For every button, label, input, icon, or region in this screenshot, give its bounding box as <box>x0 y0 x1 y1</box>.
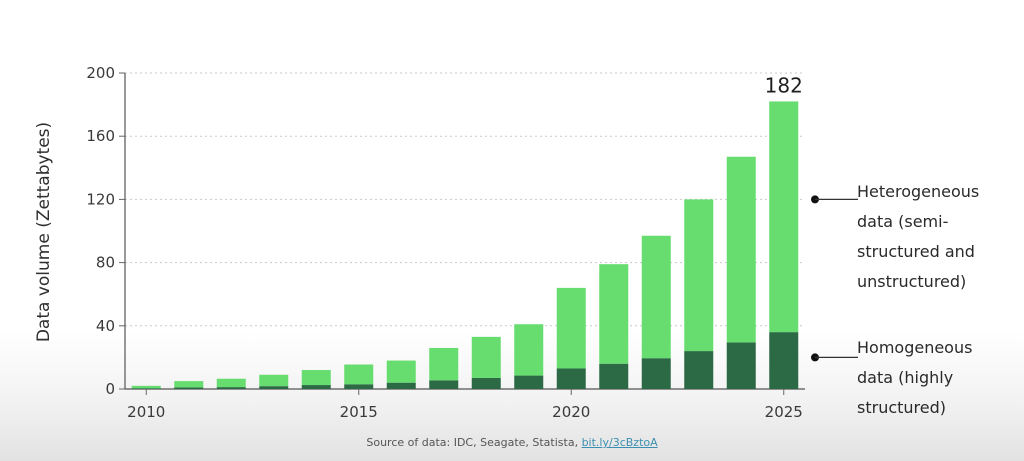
y-tick-label: 120 <box>86 190 115 208</box>
bar-segment-homogeneous <box>386 382 416 389</box>
legend-label-heterogeneous: Heterogeneous <box>857 182 979 201</box>
bar-segment-heterogeneous <box>216 378 246 388</box>
bar-segment-heterogeneous <box>471 336 501 378</box>
x-tick-label: 2010 <box>127 403 165 421</box>
y-tick-label: 40 <box>96 317 115 335</box>
bar-segment-homogeneous <box>599 363 629 389</box>
bar-segment-heterogeneous <box>684 199 714 352</box>
bar-segment-homogeneous <box>556 368 586 389</box>
bar-segment-heterogeneous <box>641 235 671 359</box>
bar-segment-homogeneous <box>301 385 331 389</box>
y-tick-label: 0 <box>105 380 115 398</box>
x-tick-label: 2015 <box>340 403 378 421</box>
legend-label-heterogeneous: unstructured) <box>857 272 966 291</box>
legend-label-heterogeneous: data (semi- <box>857 212 948 231</box>
bar-segment-heterogeneous <box>301 370 331 386</box>
legend-label-heterogeneous: structured and <box>857 242 975 261</box>
bar-segment-homogeneous <box>429 380 459 389</box>
bar-segment-heterogeneous <box>174 381 204 388</box>
bar-segment-homogeneous <box>174 387 204 389</box>
bar-segment-homogeneous <box>344 384 374 389</box>
x-tick-label: 2025 <box>765 403 803 421</box>
bar-segment-homogeneous <box>684 351 714 389</box>
bar-segment-heterogeneous <box>726 156 756 343</box>
bar-segment-heterogeneous <box>259 374 289 387</box>
bar-segment-heterogeneous <box>344 364 374 385</box>
bar-segment-homogeneous <box>131 388 161 389</box>
y-tick-label: 80 <box>96 254 115 272</box>
y-tick-label: 200 <box>86 64 115 82</box>
x-tick-label: 2020 <box>552 403 590 421</box>
bar-segment-homogeneous <box>471 377 501 389</box>
source-link[interactable]: bit.ly/3cBztoA <box>581 436 658 449</box>
legend: Heterogeneous data (semi-structured and un… <box>811 182 979 417</box>
bar-segment-homogeneous <box>769 332 799 389</box>
bar-segment-heterogeneous <box>769 101 799 333</box>
y-axis-title: Data volume (Zettabytes) <box>34 122 54 342</box>
bar-segment-homogeneous <box>726 342 756 389</box>
bar-segment-homogeneous <box>641 358 671 389</box>
bars <box>131 101 799 389</box>
source-text: Source of data: IDC, Seagate, Statista, <box>366 436 582 449</box>
bar-segment-homogeneous <box>259 386 289 389</box>
bar-segment-heterogeneous <box>131 385 161 389</box>
legend-label-homogeneous: structured) <box>857 398 946 417</box>
total-annotation: 182 <box>765 73 803 97</box>
tick-labels: 0 40 80 120 160 200 2010 2015 2020 2025 <box>86 64 802 421</box>
y-tick-label: 160 <box>86 127 115 145</box>
bar-segment-homogeneous <box>514 375 544 389</box>
source-note: Source of data: IDC, Seagate, Statista, … <box>0 436 1024 449</box>
bar-segment-heterogeneous <box>429 347 459 381</box>
legend-label-homogeneous: Homogeneous <box>857 338 972 357</box>
bar-segment-heterogeneous <box>386 360 416 383</box>
bar-segment-homogeneous <box>216 387 246 389</box>
legend-label-homogeneous: data (highly <box>857 368 953 387</box>
bar-segment-heterogeneous <box>556 287 586 369</box>
bar-segment-heterogeneous <box>514 324 544 376</box>
bar-segment-heterogeneous <box>599 264 629 364</box>
